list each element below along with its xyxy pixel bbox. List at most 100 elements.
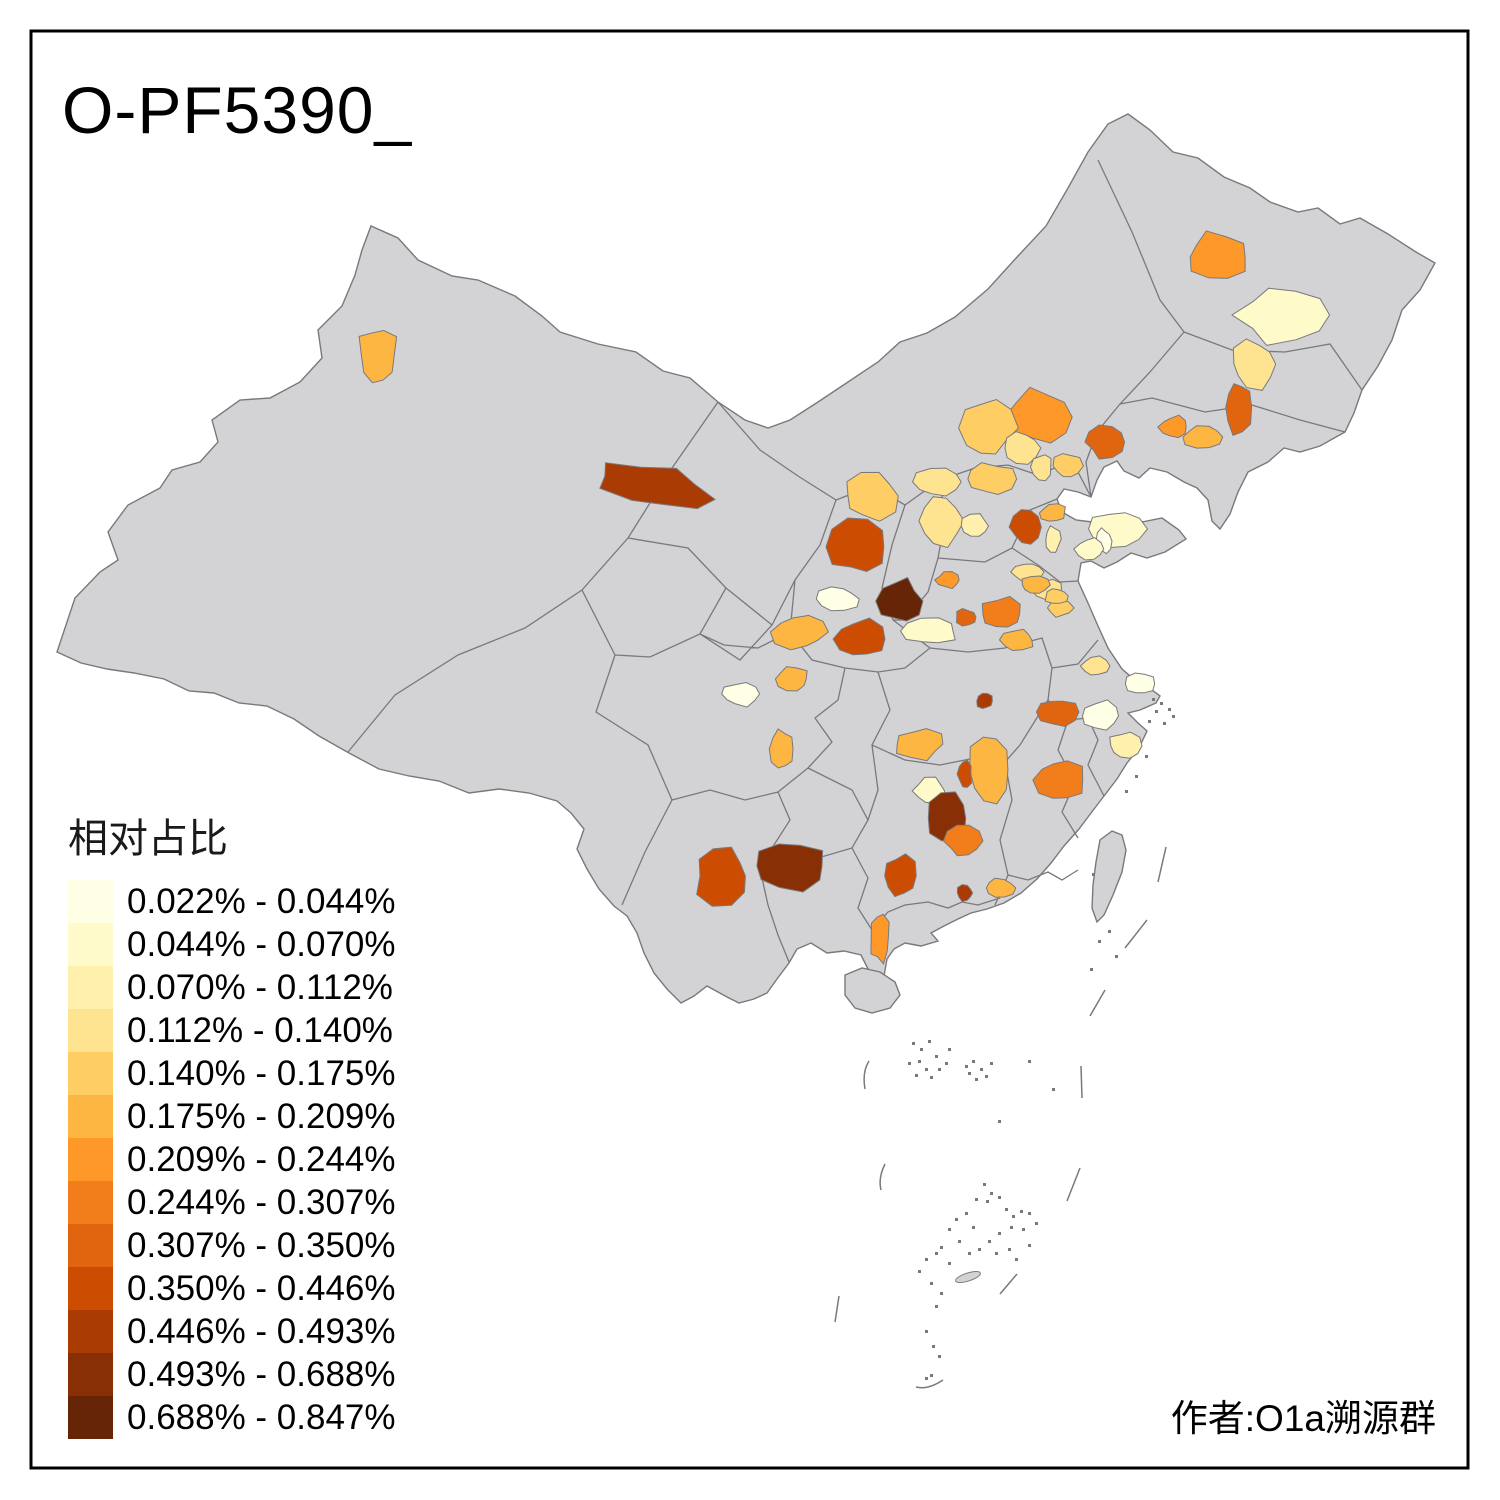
hainan-island-shape (844, 967, 901, 1014)
map-region (875, 576, 924, 622)
islet-dot (1035, 1222, 1038, 1225)
islet-dot (995, 1252, 998, 1255)
islet-dot (945, 1062, 948, 1065)
islet-dot (925, 1377, 928, 1380)
map-region (981, 595, 1021, 628)
islet-dot (986, 1200, 989, 1203)
islet-dot (1145, 755, 1148, 758)
legend-range-label: 0.307% - 0.350% (127, 1225, 396, 1265)
islet-dot (1022, 1228, 1025, 1231)
map-region (1084, 424, 1126, 460)
islet-dot (1098, 940, 1101, 943)
page-title: O-PF5390_ (62, 73, 413, 147)
map-region (870, 913, 890, 965)
islet-dot (968, 1072, 971, 1075)
islet-dot (1108, 930, 1111, 933)
legend-rows: 0.022% - 0.044% 0.044% - 0.070% 0.070% - 0… (68, 880, 396, 1439)
map-region (774, 666, 808, 692)
legend-range-label: 0.070% - 0.112% (127, 967, 393, 1007)
islet-dot (990, 1192, 993, 1195)
islet-dot (1115, 955, 1118, 958)
islet-dot (948, 1228, 951, 1231)
islet-dot (1148, 720, 1151, 723)
legend-range-label: 0.493% - 0.688% (127, 1354, 396, 1394)
islet-dot (988, 1240, 991, 1243)
coastal-islands (908, 698, 1175, 1380)
islet-dot (920, 1048, 923, 1051)
map-region (599, 462, 716, 510)
islet-dot (918, 1270, 921, 1273)
map-region (998, 628, 1034, 652)
legend-range-label: 0.350% - 0.446% (127, 1268, 396, 1308)
islet-dot (1012, 1215, 1015, 1218)
islet-dot (928, 1040, 931, 1043)
islet-shape (955, 1270, 981, 1284)
islet-dot (998, 1120, 1001, 1123)
map-region (846, 471, 899, 522)
map-region (985, 877, 1017, 898)
islet-dot (975, 1198, 978, 1201)
legend-color-swatch (68, 1353, 113, 1396)
islet-dot (935, 1305, 938, 1308)
islet-dot (1090, 968, 1093, 971)
islet-dot (918, 1060, 921, 1063)
legend-range-label: 0.175% - 0.209% (127, 1096, 396, 1136)
map-region (884, 853, 917, 898)
attribution-text: 作者:O1a溯源群 (1170, 1398, 1436, 1439)
islet-dot (1010, 1226, 1013, 1229)
map-region (933, 571, 960, 590)
islet-dot (1092, 873, 1095, 876)
legend-item: 0.044% - 0.070% (68, 923, 396, 966)
legend-color-swatch (68, 1052, 113, 1095)
map-region (899, 617, 956, 644)
map-region (1081, 699, 1120, 731)
islet-dot (955, 1218, 958, 1221)
highlighted-prefecture-regions (358, 230, 1331, 965)
islet-dot (1020, 1210, 1023, 1213)
islet-dot (938, 1355, 941, 1358)
legend-color-swatch (68, 1095, 113, 1138)
map-region (956, 759, 973, 788)
legend-color-swatch (68, 1310, 113, 1353)
map-region (358, 329, 398, 384)
figure-frame (29, 29, 1470, 1470)
map-region (1079, 655, 1111, 676)
islet-dot (915, 1074, 918, 1077)
map-region (918, 496, 965, 549)
islet-dot (930, 1076, 933, 1079)
islet-dot (938, 1068, 941, 1071)
legend-color-swatch (68, 1138, 113, 1181)
map-region (1182, 425, 1224, 449)
islet-dot (985, 1075, 988, 1078)
map-region (825, 517, 885, 573)
islet-dot (1135, 775, 1138, 778)
legend-title: 相对占比 (68, 817, 228, 861)
taiwan-island-shape (1091, 830, 1127, 924)
map-region (895, 728, 944, 762)
legend-color-swatch (68, 1224, 113, 1267)
legend-color-swatch (68, 1181, 113, 1224)
islet-dot (972, 1226, 975, 1229)
legend-range-label: 0.244% - 0.307% (127, 1182, 396, 1222)
legend-item: 0.175% - 0.209% (68, 1095, 396, 1138)
islet-dot (930, 1282, 933, 1285)
legend-item: 0.070% - 0.112% (68, 966, 396, 1009)
legend-range-label: 0.022% - 0.044% (127, 881, 396, 921)
islet-dot (998, 1196, 1001, 1199)
map-region (955, 608, 977, 627)
legend-color-swatch (68, 880, 113, 923)
legend-item: 0.446% - 0.493% (68, 1310, 396, 1353)
map-region (1044, 588, 1069, 604)
islet-dot (935, 1055, 938, 1058)
islet-dot (968, 1252, 971, 1255)
legend-item: 0.688% - 0.847% (68, 1396, 396, 1439)
map-region (912, 467, 962, 497)
map-region (956, 884, 974, 903)
map-region (1231, 287, 1331, 346)
legend-color-swatch (68, 1396, 113, 1439)
map-region (815, 586, 860, 612)
legend-item: 0.112% - 0.140% (68, 1009, 396, 1052)
legend-item: 0.140% - 0.175% (68, 1052, 396, 1095)
south-china-sea-islands (834, 846, 1167, 1389)
